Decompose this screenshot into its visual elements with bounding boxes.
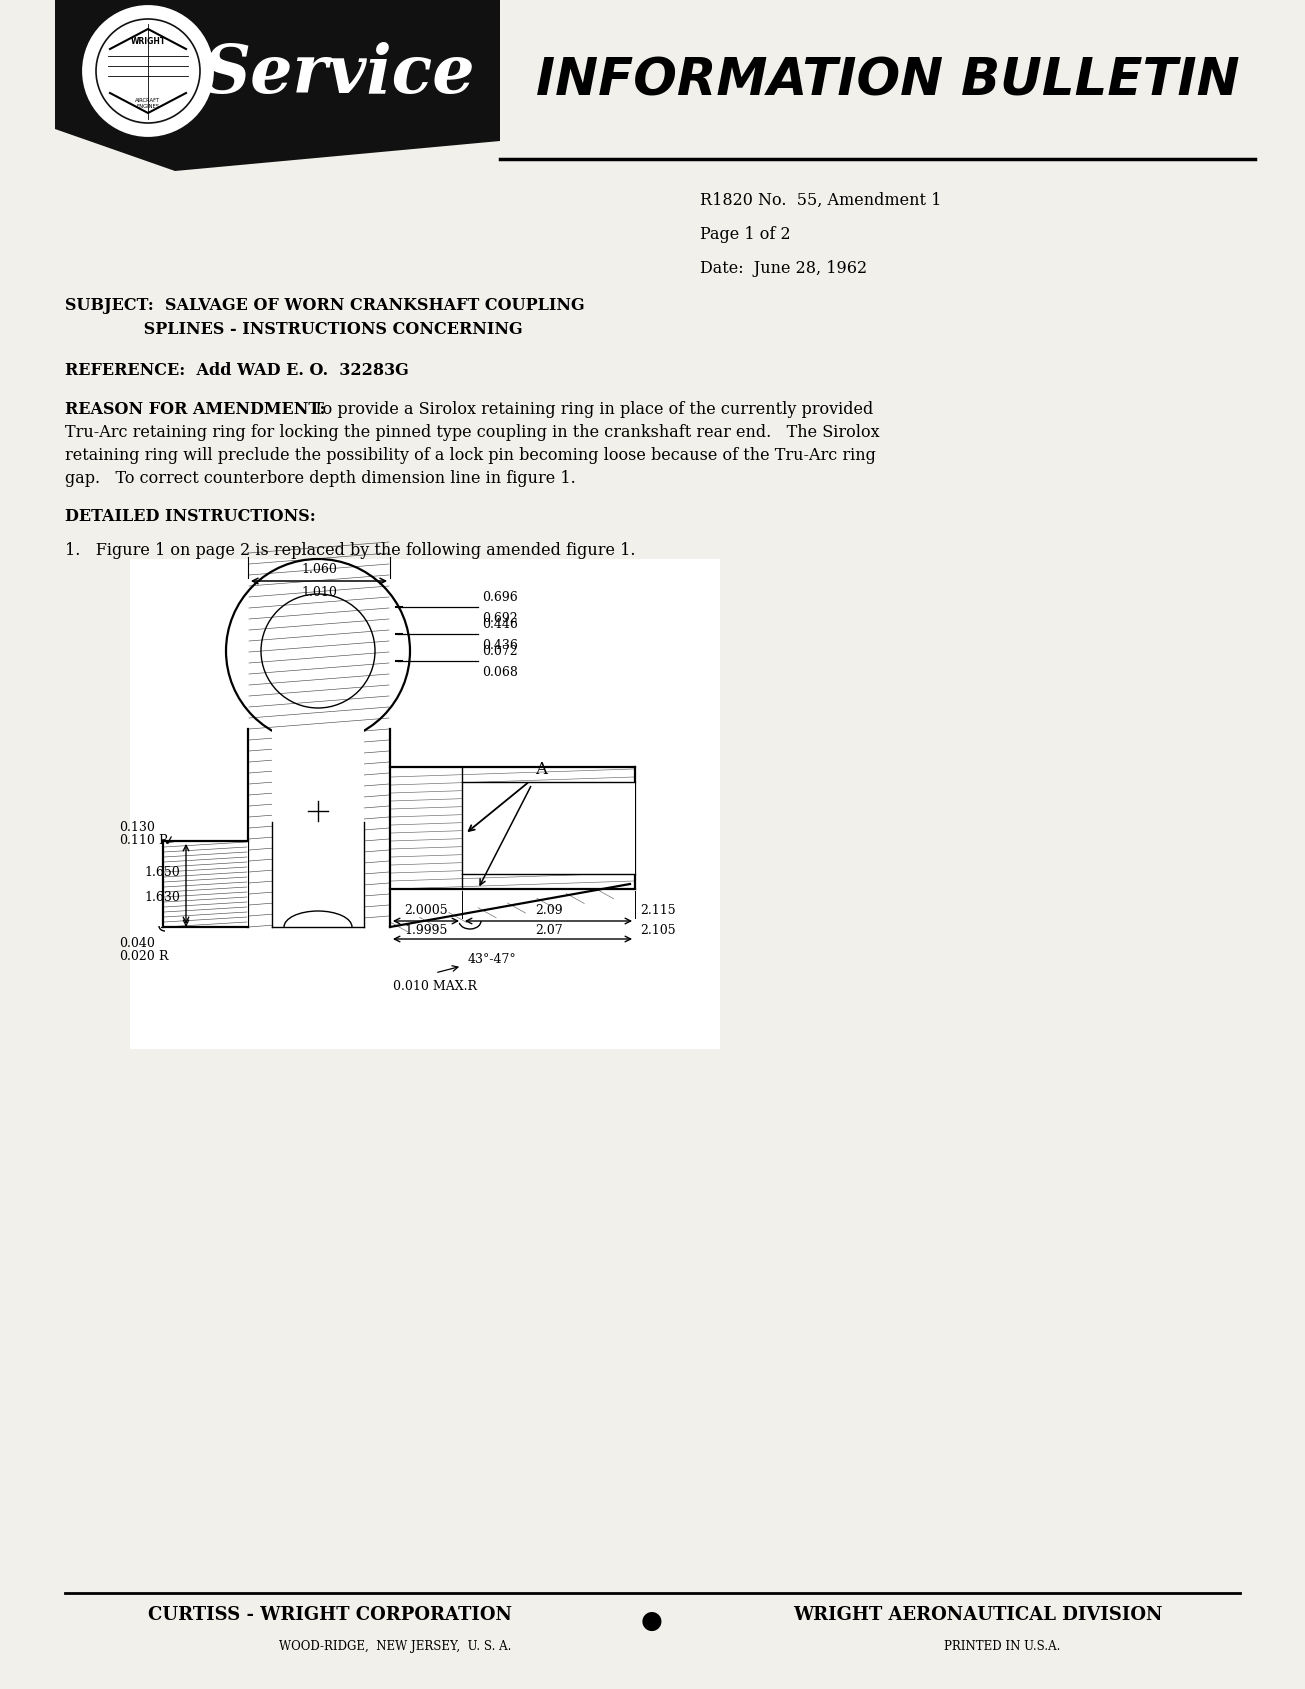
Text: 2.115: 2.115	[639, 904, 676, 917]
Text: ●: ●	[641, 1608, 663, 1632]
Polygon shape	[55, 0, 500, 172]
Text: REASON FOR AMENDMENT:: REASON FOR AMENDMENT:	[65, 400, 325, 417]
Text: INFORMATION BULLETIN: INFORMATION BULLETIN	[536, 57, 1240, 106]
Circle shape	[261, 595, 375, 709]
Text: 0.692: 0.692	[482, 611, 518, 625]
Text: 1.9995: 1.9995	[405, 924, 448, 936]
Text: 0.020: 0.020	[119, 949, 155, 963]
Text: WOOD-RIDGE,  NEW JERSEY,  U. S. A.: WOOD-RIDGE, NEW JERSEY, U. S. A.	[279, 1638, 512, 1652]
Text: WRIGHT: WRIGHT	[130, 37, 166, 47]
Text: 0.436: 0.436	[482, 638, 518, 652]
Text: SPLINES - INSTRUCTIONS CONCERNING: SPLINES - INSTRUCTIONS CONCERNING	[65, 321, 522, 338]
Text: retaining ring will preclude the possibility of a lock pin becoming loose becaus: retaining ring will preclude the possibi…	[65, 446, 876, 464]
Text: R: R	[158, 833, 167, 846]
Text: 2.0005: 2.0005	[405, 904, 448, 917]
Text: 1.650: 1.650	[145, 865, 180, 878]
Text: 43°-47°: 43°-47°	[467, 953, 517, 966]
Circle shape	[80, 3, 217, 140]
Text: Page 1 of 2: Page 1 of 2	[699, 226, 791, 243]
Text: 0.696: 0.696	[482, 591, 518, 603]
Text: 2.105: 2.105	[639, 924, 676, 936]
Text: To provide a Sirolox retaining ring in place of the currently provided: To provide a Sirolox retaining ring in p…	[303, 400, 873, 417]
Text: 0.068: 0.068	[482, 665, 518, 679]
Text: 2.09: 2.09	[535, 904, 562, 917]
Text: 0.446: 0.446	[482, 618, 518, 630]
Text: gap.   To correct counterbore depth dimension line in figure 1.: gap. To correct counterbore depth dimens…	[65, 470, 576, 486]
Bar	[163, 841, 248, 927]
Circle shape	[226, 559, 410, 743]
Text: AIRCRAFT: AIRCRAFT	[136, 98, 161, 103]
Text: CURTISS - WRIGHT CORPORATION: CURTISS - WRIGHT CORPORATION	[147, 1605, 512, 1623]
Text: 2.07: 2.07	[535, 924, 562, 936]
Text: 1.060: 1.060	[301, 562, 337, 576]
Text: 1.010: 1.010	[301, 586, 337, 598]
Text: REFERENCE:  Add WAD E. O.  32283G: REFERENCE: Add WAD E. O. 32283G	[65, 361, 408, 378]
Text: Date:  June 28, 1962: Date: June 28, 1962	[699, 260, 867, 277]
Text: R: R	[158, 949, 167, 963]
Text: 0.040: 0.040	[119, 936, 155, 949]
Text: Tru-Arc retaining ring for locking the pinned type coupling in the crankshaft re: Tru-Arc retaining ring for locking the p…	[65, 424, 880, 441]
Text: R1820 No.  55, Amendment 1: R1820 No. 55, Amendment 1	[699, 193, 941, 209]
Bar	[271, 730, 364, 927]
Bar	[248, 730, 390, 927]
Text: PRINTED IN U.S.A.: PRINTED IN U.S.A.	[944, 1638, 1060, 1652]
Text: DETAILED INSTRUCTIONS:: DETAILED INSTRUCTIONS:	[65, 508, 316, 525]
Text: ENGINES: ENGINES	[137, 105, 159, 110]
Text: 0.072: 0.072	[482, 645, 518, 657]
Bar	[390, 767, 636, 890]
Text: 0.010 MAX.R: 0.010 MAX.R	[393, 980, 478, 993]
Bar	[248, 730, 390, 927]
Text: Service: Service	[202, 42, 474, 106]
Bar	[462, 782, 636, 875]
Text: Figure 1: Figure 1	[348, 1029, 422, 1047]
Text: A: A	[535, 760, 547, 777]
Text: 1.   Figure 1 on page 2 is replaced by the following amended figure 1.: 1. Figure 1 on page 2 is replaced by the…	[65, 542, 636, 559]
Text: 0.110: 0.110	[119, 833, 155, 846]
Text: SUBJECT:  SALVAGE OF WORN CRANKSHAFT COUPLING: SUBJECT: SALVAGE OF WORN CRANKSHAFT COUP…	[65, 297, 585, 314]
Text: WRIGHT AERONAUTICAL DIVISION: WRIGHT AERONAUTICAL DIVISION	[793, 1605, 1163, 1623]
Bar	[130, 559, 720, 1049]
Text: 1.630: 1.630	[144, 890, 180, 904]
Text: 0.130: 0.130	[119, 821, 155, 833]
